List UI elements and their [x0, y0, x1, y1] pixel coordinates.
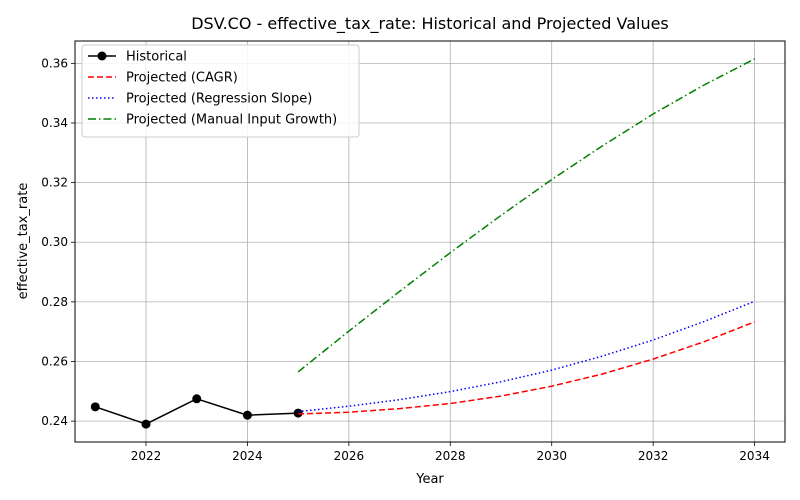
y-tick-label: 0.30 — [41, 235, 68, 249]
y-tick-label: 0.34 — [41, 116, 68, 130]
y-axis-label: effective_tax_rate — [16, 183, 31, 300]
y-tick-label: 0.32 — [41, 176, 68, 190]
series-line-1 — [298, 321, 755, 415]
x-tick-label: 2022 — [131, 449, 162, 463]
legend-label: Projected (Manual Input Growth) — [126, 113, 337, 128]
ticks: 2022 2024 2026 2028 2030 2032 2034 0.24 0.26 0.28… — [41, 56, 770, 463]
series-line-2 — [298, 300, 755, 413]
x-tick-label: 2032 — [638, 449, 669, 463]
legend: Historical Projected (CAGR) Projected (Reg… — [81, 44, 360, 138]
series-point — [242, 410, 252, 420]
legend-box — [81, 44, 360, 138]
series-point — [293, 408, 303, 418]
x-tick-label: 2034 — [739, 449, 770, 463]
legend-label: Projected (CAGR) — [126, 71, 238, 86]
series-point — [141, 419, 151, 429]
series-point — [192, 394, 202, 404]
x-tick-label: 2024 — [232, 449, 263, 463]
legend-label: Historical — [126, 50, 187, 65]
x-tick-label: 2028 — [435, 449, 466, 463]
y-tick-label: 0.24 — [41, 414, 68, 428]
x-tick-label: 2026 — [334, 449, 365, 463]
series-line-3 — [297, 58, 755, 373]
series-point — [90, 402, 100, 412]
plot-frame — [74, 40, 786, 443]
legend-marker — [97, 51, 107, 61]
series-layer — [90, 58, 755, 429]
chart-title: DSV.CO - effective_tax_rate: Historical … — [191, 14, 669, 34]
x-axis-label: Year — [415, 472, 444, 487]
y-tick-label: 0.36 — [41, 56, 68, 70]
grid — [75, 41, 785, 442]
y-tick-label: 0.26 — [41, 355, 68, 369]
x-tick-label: 2030 — [536, 449, 567, 463]
y-tick-label: 0.28 — [41, 295, 68, 309]
legend-label: Projected (Regression Slope) — [126, 92, 312, 107]
